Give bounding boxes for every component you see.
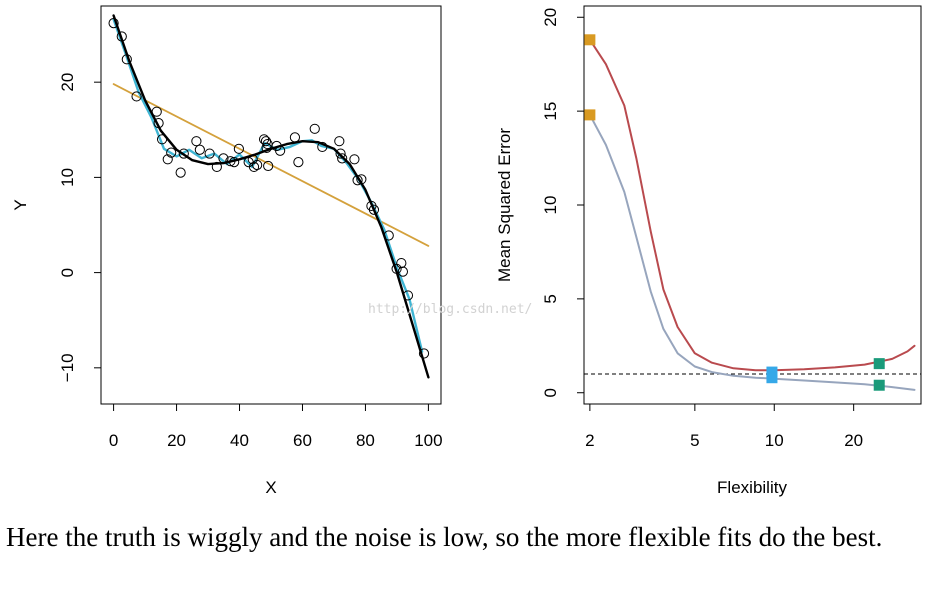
data-point bbox=[349, 154, 360, 165]
left-axes: 0 20 40 60 80 100 −10 0 10 20 bbox=[58, 73, 443, 450]
data-point bbox=[162, 154, 173, 165]
data-point bbox=[131, 91, 142, 102]
right-x-axis-label: Flexibility bbox=[717, 478, 787, 497]
left-x-tick-label: 40 bbox=[230, 431, 249, 450]
square-marker bbox=[873, 379, 885, 391]
data-point bbox=[418, 348, 430, 359]
left-fit-lines bbox=[112, 14, 430, 379]
data-point bbox=[248, 161, 260, 173]
data-point bbox=[151, 106, 162, 117]
right-y-tick-label: 0 bbox=[541, 388, 560, 397]
right-y-tick-label: 15 bbox=[541, 102, 560, 121]
left-y-tick-label: −10 bbox=[58, 353, 77, 382]
square-marker bbox=[766, 372, 778, 384]
data-point bbox=[368, 204, 380, 215]
data-point bbox=[402, 290, 414, 301]
data-point bbox=[116, 31, 127, 42]
left-fit-line bbox=[112, 83, 430, 247]
left-y-tick-label: 10 bbox=[58, 168, 77, 187]
right-axes: 2 5 10 20 0 5 10 15 20 bbox=[541, 8, 921, 450]
data-point bbox=[178, 148, 189, 159]
data-point bbox=[260, 136, 272, 147]
square-marker bbox=[873, 358, 885, 370]
left-data-points bbox=[108, 18, 430, 359]
caption: Here the truth is wiggly and the noise i… bbox=[6, 522, 883, 552]
left-x-tick-label: 80 bbox=[356, 431, 375, 450]
data-point bbox=[337, 153, 348, 164]
data-point bbox=[397, 266, 409, 277]
data-point bbox=[352, 175, 363, 186]
data-point bbox=[356, 174, 367, 185]
data-point bbox=[194, 144, 205, 155]
left-y-tick-label: 20 bbox=[58, 73, 77, 92]
left-y-tick-label: 0 bbox=[58, 268, 77, 277]
data-point bbox=[121, 54, 132, 65]
data-point bbox=[211, 161, 222, 173]
right-x-tick-label: 5 bbox=[690, 431, 699, 450]
data-point bbox=[225, 156, 236, 167]
data-point bbox=[229, 157, 240, 168]
right-mse-lines bbox=[588, 38, 916, 391]
right-chart: 2 5 10 20 0 5 10 15 20 Flexibility Mean Squared … bbox=[495, 5, 922, 497]
left-y-axis-label: Y bbox=[11, 199, 30, 210]
right-x-tick-label: 2 bbox=[585, 431, 594, 450]
right-y-tick-label: 5 bbox=[541, 294, 560, 303]
right-y-tick-label: 10 bbox=[541, 196, 560, 215]
data-point bbox=[263, 160, 274, 172]
data-point bbox=[275, 145, 286, 156]
data-point bbox=[191, 136, 202, 147]
square-marker bbox=[584, 109, 596, 121]
left-x-tick-label: 100 bbox=[414, 431, 442, 450]
left-x-tick-label: 0 bbox=[109, 431, 118, 450]
mse-curve bbox=[588, 113, 916, 391]
data-point bbox=[334, 136, 345, 147]
data-point bbox=[233, 143, 244, 154]
data-point bbox=[108, 18, 119, 29]
left-fit-line bbox=[112, 14, 430, 379]
data-point bbox=[309, 123, 320, 134]
right-y-tick-label: 20 bbox=[541, 8, 560, 27]
data-point bbox=[383, 230, 394, 241]
data-point bbox=[317, 141, 328, 153]
data-point bbox=[396, 257, 407, 269]
right-square-markers bbox=[584, 34, 885, 391]
right-plot-frame bbox=[583, 5, 922, 405]
data-point bbox=[204, 148, 215, 159]
data-point bbox=[175, 167, 186, 178]
data-point bbox=[289, 132, 301, 143]
square-marker bbox=[766, 366, 778, 378]
data-point bbox=[261, 142, 272, 153]
data-point bbox=[335, 148, 346, 159]
right-x-tick-label: 20 bbox=[844, 431, 863, 450]
left-x-tick-label: 20 bbox=[167, 431, 186, 450]
data-point bbox=[218, 153, 229, 164]
left-plot-frame bbox=[100, 5, 442, 405]
data-point bbox=[153, 118, 164, 129]
mse-curve bbox=[588, 38, 916, 372]
left-x-tick-label: 60 bbox=[293, 431, 312, 450]
left-chart: 0 20 40 60 80 100 −10 0 10 20 X Y bbox=[11, 5, 443, 497]
watermark: http://blog.csdn.net/ bbox=[368, 302, 532, 317]
right-x-tick-label: 10 bbox=[765, 431, 784, 450]
data-point bbox=[166, 147, 177, 158]
left-x-axis-label: X bbox=[265, 478, 276, 497]
data-point bbox=[252, 159, 263, 171]
data-point bbox=[293, 157, 304, 168]
square-marker bbox=[584, 34, 596, 46]
data-point bbox=[156, 134, 168, 145]
right-y-axis-label: Mean Squared Error bbox=[495, 128, 514, 282]
